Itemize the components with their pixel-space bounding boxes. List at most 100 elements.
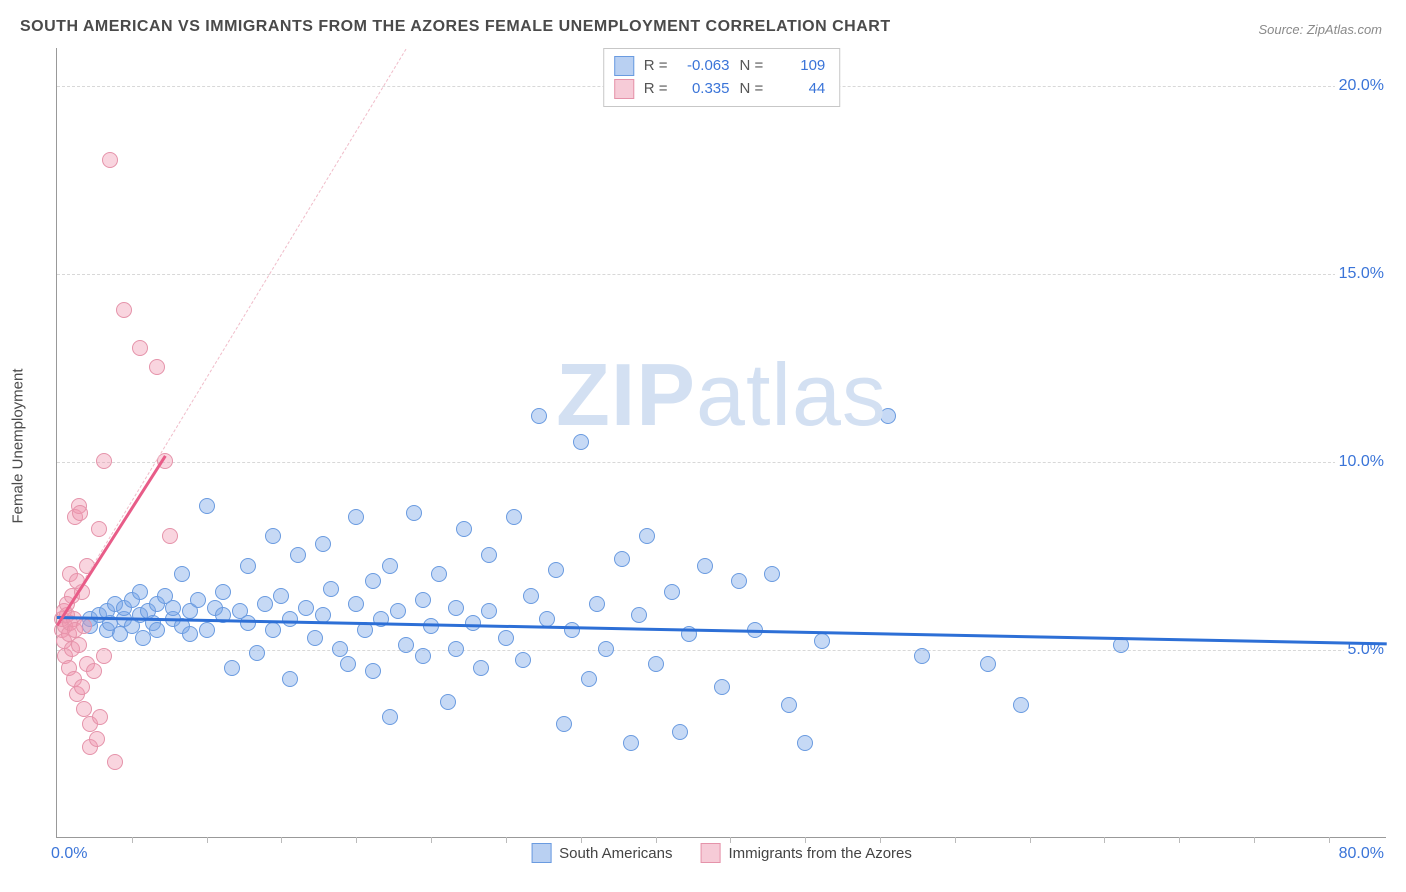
r-label: R = xyxy=(644,78,668,101)
x-minor-tick xyxy=(805,837,806,843)
legend-stats: R = -0.063 N = 109 R = 0.335 N = 44 xyxy=(603,48,841,107)
x-minor-tick xyxy=(132,837,133,843)
gridline xyxy=(57,274,1386,275)
data-point xyxy=(440,694,456,710)
data-point xyxy=(132,584,148,600)
data-point xyxy=(348,509,364,525)
data-point xyxy=(664,584,680,600)
n-value: 109 xyxy=(773,55,825,78)
data-point xyxy=(914,648,930,664)
data-point xyxy=(398,637,414,653)
data-point xyxy=(76,701,92,717)
x-minor-tick xyxy=(730,837,731,843)
x-minor-tick xyxy=(506,837,507,843)
data-point xyxy=(307,630,323,646)
gridline xyxy=(57,462,1386,463)
x-minor-tick xyxy=(356,837,357,843)
data-point xyxy=(539,611,555,627)
legend-item: South Americans xyxy=(531,843,672,863)
data-point xyxy=(406,505,422,521)
data-point xyxy=(498,630,514,646)
data-point xyxy=(448,641,464,657)
n-value: 44 xyxy=(773,78,825,101)
data-point xyxy=(96,648,112,664)
data-point xyxy=(423,618,439,634)
data-point xyxy=(1013,697,1029,713)
x-minor-tick xyxy=(1329,837,1330,843)
r-value: 0.335 xyxy=(678,78,730,101)
data-point xyxy=(165,600,181,616)
x-minor-tick xyxy=(1254,837,1255,843)
data-point xyxy=(390,603,406,619)
data-point xyxy=(315,536,331,552)
n-label: N = xyxy=(740,78,764,101)
data-point xyxy=(515,652,531,668)
r-value: -0.063 xyxy=(678,55,730,78)
x-minor-tick xyxy=(581,837,582,843)
swatch-icon xyxy=(614,56,634,76)
data-point xyxy=(731,573,747,589)
x-minor-tick xyxy=(1104,837,1105,843)
data-point xyxy=(564,622,580,638)
data-point xyxy=(182,626,198,642)
data-point xyxy=(623,735,639,751)
data-point xyxy=(76,618,92,634)
data-point xyxy=(764,566,780,582)
data-point xyxy=(581,671,597,687)
data-point xyxy=(240,615,256,631)
data-point xyxy=(648,656,664,672)
data-point xyxy=(162,528,178,544)
data-point xyxy=(365,573,381,589)
swatch-icon xyxy=(531,843,551,863)
plot-area: ZIPatlas R = -0.063 N = 109 R = 0.335 N … xyxy=(56,48,1386,838)
data-point xyxy=(365,663,381,679)
legend-stats-row: R = -0.063 N = 109 xyxy=(614,55,826,78)
legend-series: South Americans Immigrants from the Azor… xyxy=(531,843,912,863)
data-point xyxy=(614,551,630,567)
data-point xyxy=(265,528,281,544)
data-point xyxy=(714,679,730,695)
data-point xyxy=(431,566,447,582)
x-minor-tick xyxy=(1030,837,1031,843)
legend-label: South Americans xyxy=(559,845,672,862)
data-point xyxy=(548,562,564,578)
data-point xyxy=(265,622,281,638)
data-point xyxy=(92,709,108,725)
data-point xyxy=(116,302,132,318)
data-point xyxy=(631,607,647,623)
data-point xyxy=(465,615,481,631)
trend-line xyxy=(57,616,1387,645)
data-point xyxy=(91,521,107,537)
r-label: R = xyxy=(644,55,668,78)
data-point xyxy=(797,735,813,751)
data-point xyxy=(382,558,398,574)
data-point xyxy=(149,622,165,638)
x-minor-tick xyxy=(207,837,208,843)
data-point xyxy=(332,641,348,657)
data-point xyxy=(273,588,289,604)
chart-title: SOUTH AMERICAN VS IMMIGRANTS FROM THE AZ… xyxy=(20,18,891,36)
legend-item: Immigrants from the Azores xyxy=(701,843,912,863)
data-point xyxy=(298,600,314,616)
data-point xyxy=(481,547,497,563)
data-point xyxy=(86,663,102,679)
data-point xyxy=(382,709,398,725)
data-point xyxy=(639,528,655,544)
x-tick-label: 80.0% xyxy=(1339,845,1384,863)
data-point xyxy=(415,592,431,608)
data-point xyxy=(257,596,273,612)
data-point xyxy=(523,588,539,604)
data-point xyxy=(72,505,88,521)
swatch-icon xyxy=(614,79,634,99)
data-point xyxy=(880,408,896,424)
y-axis-label: Female Unemployment xyxy=(10,368,27,523)
data-point xyxy=(132,340,148,356)
data-point xyxy=(282,611,298,627)
x-minor-tick xyxy=(281,837,282,843)
data-point xyxy=(506,509,522,525)
swatch-icon xyxy=(701,843,721,863)
data-point xyxy=(282,671,298,687)
data-point xyxy=(224,660,240,676)
data-point xyxy=(456,521,472,537)
source-attribution: Source: ZipAtlas.com xyxy=(1258,22,1382,37)
